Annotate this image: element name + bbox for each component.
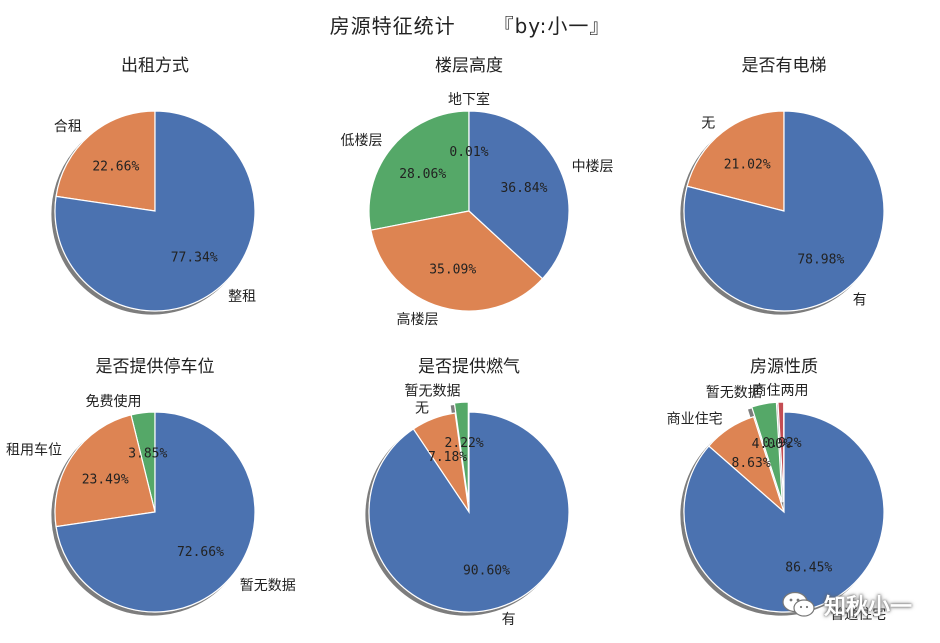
pie-wedges [368, 110, 570, 312]
pie-wedges [54, 411, 256, 613]
pie-chart: 出租方式 22.66% 合租 77.34% 整租 [54, 56, 256, 312]
pie-pct-label: 8.63% [732, 456, 771, 471]
pie-title: 楼层高度 [435, 56, 503, 76]
figure-title-text: 房源特征统计 [329, 14, 456, 38]
pie-chart: 房源性质 0.92% 商住两用 4.00% 暂无数据 8.63% 商业住宅 86.45% 普通住… [667, 357, 887, 623]
pie-slice [55, 411, 256, 613]
pie-slice [683, 110, 885, 312]
pie-title: 是否有电梯 [742, 56, 827, 76]
pie-slice-label: 暂无数据 [706, 385, 762, 401]
pie-title: 房源性质 [750, 357, 818, 377]
pie-slice [453, 401, 469, 503]
pie-slice-label: 无 [701, 116, 715, 132]
pie-pct-label: 72.66% [177, 545, 224, 560]
pie-slice-label: 高楼层 [397, 311, 439, 328]
pie-slice-label: 商业住宅 [667, 411, 723, 427]
pie-pct-label: 77.34% [171, 250, 218, 265]
pie-slice [368, 110, 470, 231]
pie-slice [54, 414, 156, 528]
pie-pct-label: 0.01% [449, 145, 488, 160]
pie-slice-label: 低楼层 [341, 133, 383, 149]
pie-pct-label: 3.85% [128, 446, 167, 461]
pie-slice-label: 商住两用 [752, 383, 808, 399]
pie-slice [54, 110, 256, 312]
pie-slice-label: 暂无数据 [404, 383, 460, 399]
pie-slice [370, 210, 544, 312]
pie-pct-label: 90.60% [463, 563, 510, 578]
pie-slice-label: 租用车位 [6, 442, 62, 459]
pie-chart: 是否提供停车位 3.85% 免费使用 23.49% 租用车位 72.66% 暂无数据 [6, 357, 296, 613]
pie-slice-label: 有 [853, 292, 867, 308]
pie-slice-label: 合租 [54, 119, 82, 135]
pie-slice [750, 401, 783, 503]
pie-pct-label: 36.84% [500, 181, 547, 196]
pie-slice-label: 中楼层 [572, 159, 614, 175]
pie-wedges [54, 110, 256, 312]
pie-slice [368, 411, 570, 613]
pie-slice-label: 无 [415, 400, 429, 416]
pie-slice-label: 暂无数据 [240, 578, 296, 594]
pie-wedges [683, 110, 885, 312]
wechat-icon [782, 591, 815, 617]
watermark: 知秋小一 [782, 589, 912, 621]
pie-title: 是否提供燃气 [418, 357, 520, 377]
pie-pct-label: 22.66% [92, 160, 139, 175]
pie-slice-label: 免费使用 [85, 393, 141, 410]
pie-slice-label: 地下室 [448, 91, 490, 108]
figure-byline: 『by:小一』 [493, 14, 611, 38]
pie-pct-label: 23.49% [82, 473, 129, 488]
pie-wedges [368, 401, 570, 613]
pie-slice-label: 整租 [228, 289, 256, 305]
pie-wedges [683, 401, 885, 613]
pie-slice [468, 110, 570, 280]
pie-slice [777, 401, 785, 503]
pie-slice [686, 110, 785, 212]
pie-chart: 楼层高度 0.01% 地下室 28.06% 低楼层 35.09% 高楼层 36.84% 中楼层 [341, 56, 614, 328]
pie-pct-label: 35.09% [429, 263, 476, 278]
pie-slice [55, 110, 156, 212]
pie-slice [683, 411, 885, 613]
pie-title: 出租方式 [121, 56, 189, 76]
pie-slice-label: 有 [502, 612, 516, 628]
pie-pct-label: 2.22% [445, 436, 484, 451]
pie-slice-label: 普通住宅 [830, 607, 886, 623]
pie-pct-label: 4.00% [752, 437, 791, 452]
pie-title: 是否提供停车位 [96, 357, 215, 377]
pie-pct-label: 0.92% [762, 436, 801, 451]
pie-pct-label: 78.98% [797, 252, 844, 267]
pie-pct-label: 28.06% [399, 167, 446, 182]
figure-title: 房源特征统计 『by:小一』 [0, 10, 940, 39]
pie-pct-label: 21.02% [724, 158, 771, 173]
watermark-text: 知秋小一 [823, 595, 912, 620]
pie-pct-label: 86.45% [785, 561, 832, 576]
pie-pct-label: 7.18% [428, 450, 467, 465]
pie-chart: 是否有电梯 21.02% 无 78.98% 有 [683, 56, 885, 312]
pie-chart: 是否提供燃气 2.22% 暂无数据 7.18% 无 90.60% 有 [368, 357, 570, 628]
